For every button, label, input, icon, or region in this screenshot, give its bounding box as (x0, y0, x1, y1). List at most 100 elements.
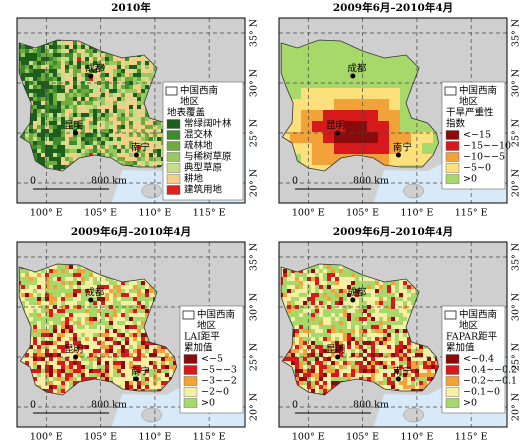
map-cell (403, 341, 408, 346)
map-cell (105, 53, 110, 58)
map-cell (347, 345, 352, 350)
map-cell (109, 113, 114, 118)
map-cell (295, 321, 300, 326)
map-cell (355, 297, 360, 302)
map-cell (101, 341, 106, 346)
map-cell (129, 325, 134, 330)
map-cell (351, 337, 356, 342)
map-cell (89, 329, 94, 334)
map-cell (101, 121, 106, 126)
map-cell (93, 297, 98, 302)
map-cell (371, 361, 376, 366)
map-cell (49, 69, 54, 74)
map-cell (351, 289, 356, 294)
map-cell (65, 385, 70, 390)
map-cell (53, 317, 58, 322)
map-cell (137, 145, 142, 150)
map-cell (45, 101, 50, 106)
map-cell (77, 297, 82, 302)
map-cell (335, 317, 340, 322)
map-cell (323, 381, 328, 386)
map-cell (37, 269, 42, 274)
map-cell (125, 325, 130, 330)
map-cell (37, 113, 42, 118)
map-cell (334, 110, 346, 122)
map-cell (117, 129, 122, 134)
map-cell (125, 81, 130, 86)
map-cell (41, 285, 46, 290)
map-cell (61, 369, 66, 374)
map-cell (407, 309, 412, 314)
map-cell (307, 373, 312, 378)
map-cell (339, 285, 344, 290)
map-cell (303, 301, 308, 306)
map-cell (299, 333, 304, 338)
map-cell (399, 281, 404, 286)
map-cell (33, 69, 38, 74)
map-cell (323, 44, 335, 56)
map-cell (281, 66, 291, 78)
map-cell (117, 301, 122, 306)
map-cell (129, 57, 134, 62)
map-cell (153, 153, 158, 158)
map-cell (334, 121, 346, 133)
map-cell (65, 93, 70, 98)
map-cell (387, 385, 392, 390)
map-cell (93, 325, 98, 330)
map-cell (57, 353, 62, 358)
map-cell (145, 369, 150, 374)
map-cell (379, 293, 384, 298)
map-cell (307, 309, 312, 314)
map-cell (383, 377, 388, 382)
map-cell (379, 333, 384, 338)
map-cell (33, 61, 38, 66)
map-cell (117, 297, 122, 302)
map-cell (347, 313, 352, 318)
map-cell (53, 281, 58, 286)
map-cell (351, 353, 356, 358)
map-cell (77, 105, 82, 110)
map-cell (97, 353, 102, 358)
map-cell (395, 293, 400, 298)
city-marker (395, 152, 401, 158)
map-cell (145, 365, 150, 370)
map-cell (57, 317, 62, 322)
map-cell (57, 137, 62, 142)
map-cell (41, 109, 46, 114)
map-cell (129, 113, 134, 118)
map-cell (141, 161, 146, 166)
map-cell (89, 137, 94, 142)
map-cell (37, 129, 42, 134)
map-cell (355, 277, 360, 282)
map-cell (323, 297, 328, 302)
map-cell (287, 293, 292, 298)
map-cell (303, 321, 308, 326)
map-cell (53, 109, 58, 114)
map-cell (387, 365, 392, 370)
map-cell (291, 293, 296, 298)
map-cell (37, 57, 42, 62)
map-cell (335, 325, 340, 330)
map-cell (19, 281, 22, 286)
map-cell (45, 49, 50, 54)
map-cell (295, 361, 300, 366)
map-cell (69, 41, 74, 46)
map-cell (61, 65, 66, 70)
map-cell (157, 149, 162, 154)
map-cell (133, 381, 138, 386)
map-cell (295, 313, 300, 318)
map-cell (121, 349, 126, 354)
map-cell (419, 377, 424, 382)
map-cell (101, 337, 106, 342)
map-cell (334, 143, 346, 155)
map-cell (157, 345, 162, 350)
map-cell (359, 273, 364, 278)
map-cell (367, 345, 372, 350)
map-cell (77, 265, 82, 270)
map-cell (109, 149, 114, 154)
map-cell (101, 137, 106, 142)
map-cell (137, 125, 142, 130)
map-cell (363, 349, 368, 354)
map-cell (312, 44, 324, 56)
map-cell (73, 361, 78, 366)
